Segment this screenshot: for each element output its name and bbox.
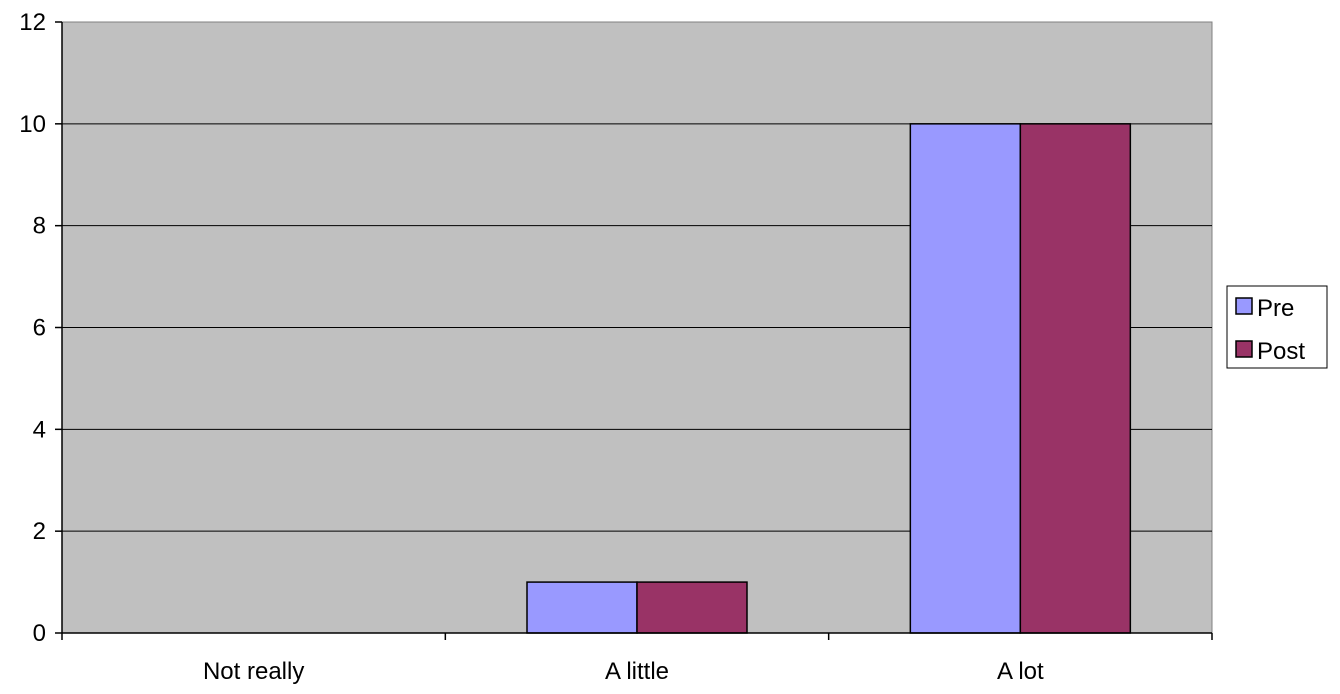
legend: Pre Post [1226, 285, 1328, 369]
x-axis-ticks: Not really A little A lot [61, 633, 1213, 685]
y-tick-label-0: 0 [33, 620, 46, 647]
y-axis-ticks: 0 2 4 6 8 10 12 [19, 9, 62, 647]
y-tick-label-1: 2 [33, 518, 46, 545]
bar-pre-a-little [526, 581, 638, 634]
bar-post-a-little [636, 581, 748, 634]
y-tick-label-6: 12 [19, 9, 46, 36]
y-tick-label-5: 10 [19, 111, 46, 138]
bar-pre-a-lot [909, 123, 1022, 634]
legend-label-pre: Pre [1257, 295, 1294, 322]
legend-swatch-post [1235, 340, 1253, 358]
legend-swatch-pre [1235, 297, 1253, 315]
legend-label-post: Post [1257, 338, 1305, 365]
y-tick-label-3: 6 [33, 315, 46, 342]
bar-post-a-lot [1019, 123, 1132, 634]
y-tick-label-2: 4 [33, 416, 46, 443]
x-tick-label-1: A little [605, 658, 669, 685]
x-tick-label-0: Not really [203, 658, 304, 685]
x-tick-label-2: A lot [997, 658, 1044, 685]
y-tick-label-4: 8 [33, 213, 46, 240]
bars [526, 123, 1132, 634]
